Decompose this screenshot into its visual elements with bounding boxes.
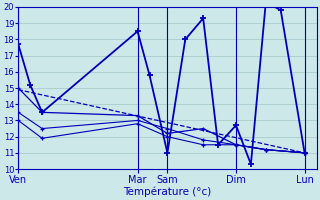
X-axis label: Température (°c): Température (°c) xyxy=(123,186,212,197)
